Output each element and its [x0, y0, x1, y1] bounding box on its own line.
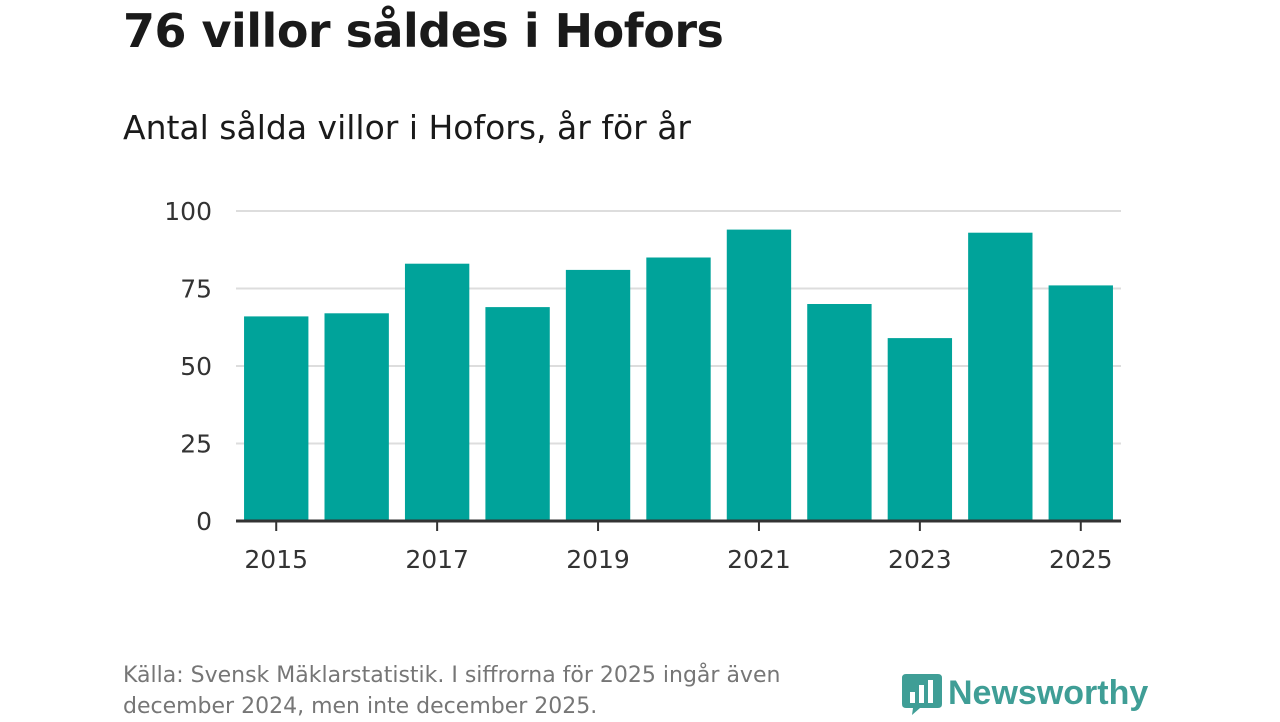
x-tick-label: 2019 [566, 545, 630, 574]
bar-2022 [807, 304, 872, 521]
bars [244, 229, 1113, 521]
bar-2015 [244, 316, 309, 521]
newsworthy-logo-text: Newsworthy [948, 673, 1149, 712]
bar-2017 [404, 263, 470, 521]
y-tick-label: 50 [180, 352, 212, 381]
bar-2020 [646, 257, 711, 521]
y-tick-label: 25 [180, 430, 212, 459]
chart-title: 76 villor såldes i Hofors [123, 4, 724, 58]
bar-2016 [324, 313, 389, 521]
bar-2018 [485, 307, 550, 521]
x-tick-label: 2017 [405, 545, 469, 574]
source-note: Källa: Svensk Mäklarstatistik. I siffror… [123, 663, 781, 719]
y-tick-label: 75 [180, 275, 212, 304]
y-tick-label: 0 [196, 507, 212, 536]
bar-2025 [1048, 285, 1113, 521]
axes: 0 25 50 75 100 2015 2017 2019 2021 2023 2025 [164, 197, 1121, 574]
newsworthy-logo: Newsworthy [900, 670, 1148, 716]
x-tick-label: 2023 [888, 545, 952, 574]
bar-2021 [726, 229, 792, 521]
chart-subtitle: Antal sålda villor i Hofors, år för år [123, 108, 691, 147]
x-tick-label: 2025 [1049, 545, 1113, 574]
bar-2019 [565, 269, 631, 521]
newsworthy-logo-icon [902, 674, 942, 715]
bar-2024 [968, 232, 1033, 521]
x-tick-label: 2015 [244, 545, 308, 574]
bar-2023 [887, 338, 953, 521]
bar-chart: 0 25 50 75 100 2015 2017 2019 2021 2023 2025 [164, 197, 1121, 574]
y-tick-label: 100 [164, 197, 212, 226]
x-tick-label: 2021 [727, 545, 791, 574]
